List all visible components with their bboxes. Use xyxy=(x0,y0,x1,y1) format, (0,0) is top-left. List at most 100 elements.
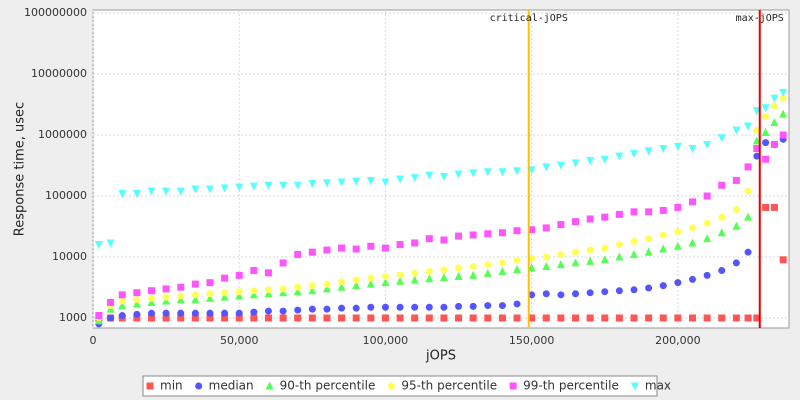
point xyxy=(220,292,229,301)
point xyxy=(352,304,360,312)
point xyxy=(645,284,653,292)
point xyxy=(703,140,712,149)
point xyxy=(761,127,770,136)
point xyxy=(293,287,302,296)
point xyxy=(396,175,405,184)
point xyxy=(338,244,346,252)
point xyxy=(644,147,653,156)
point xyxy=(337,282,346,291)
point xyxy=(770,94,779,103)
point xyxy=(367,274,375,282)
point xyxy=(717,134,726,143)
point xyxy=(703,192,711,200)
point xyxy=(133,289,141,297)
point xyxy=(718,181,726,189)
point xyxy=(659,282,667,290)
point xyxy=(732,314,740,322)
point xyxy=(338,304,346,312)
point xyxy=(528,314,536,322)
point xyxy=(615,152,624,161)
point xyxy=(162,285,170,293)
point xyxy=(601,244,609,252)
point xyxy=(717,228,726,237)
point xyxy=(221,274,229,282)
point xyxy=(396,303,404,311)
point xyxy=(762,203,770,211)
point xyxy=(352,245,360,253)
point xyxy=(162,293,170,301)
point xyxy=(235,309,243,317)
point xyxy=(221,309,229,317)
point xyxy=(615,314,623,322)
y-tick-label: 100000 xyxy=(45,189,87,202)
point xyxy=(601,213,609,221)
point xyxy=(586,314,594,322)
point xyxy=(381,178,390,187)
point xyxy=(366,279,375,288)
legend-label: 99-th percentile xyxy=(523,379,619,393)
point xyxy=(513,167,522,176)
point xyxy=(732,176,740,184)
point xyxy=(753,314,761,322)
point xyxy=(264,307,272,315)
point xyxy=(762,155,770,163)
point xyxy=(367,314,375,322)
point xyxy=(221,314,229,322)
point xyxy=(366,176,375,185)
point xyxy=(294,250,302,258)
point xyxy=(469,270,478,279)
point xyxy=(556,260,565,269)
point xyxy=(294,306,302,314)
point xyxy=(249,290,258,299)
point xyxy=(674,279,682,287)
point xyxy=(352,177,361,186)
point xyxy=(177,314,185,322)
point xyxy=(703,271,711,279)
point xyxy=(779,88,788,97)
point xyxy=(484,302,492,310)
legend-box xyxy=(142,375,658,397)
point xyxy=(586,289,594,297)
point xyxy=(118,297,126,305)
point xyxy=(455,314,463,322)
point xyxy=(440,314,448,322)
legend-marker xyxy=(509,382,517,390)
point xyxy=(753,145,761,153)
point xyxy=(688,275,696,283)
point xyxy=(425,303,433,311)
point xyxy=(439,172,448,181)
point xyxy=(571,258,580,267)
point xyxy=(264,286,272,294)
point xyxy=(191,314,199,322)
point xyxy=(469,231,477,239)
point xyxy=(425,235,433,243)
point xyxy=(513,227,521,235)
point xyxy=(425,274,434,283)
point xyxy=(411,239,419,247)
point xyxy=(147,297,156,306)
point xyxy=(411,269,419,277)
point xyxy=(753,152,761,160)
point xyxy=(659,314,667,322)
point xyxy=(469,314,477,322)
y-tick-label: 1000 xyxy=(59,311,87,324)
point xyxy=(703,219,711,227)
point xyxy=(308,248,316,256)
point xyxy=(308,282,316,290)
point xyxy=(440,236,448,244)
point xyxy=(688,198,696,206)
point xyxy=(644,247,653,256)
point xyxy=(352,314,360,322)
point xyxy=(205,185,214,194)
point xyxy=(162,187,171,196)
point xyxy=(249,182,258,191)
point xyxy=(673,241,682,250)
plot-area xyxy=(92,9,790,329)
point xyxy=(528,254,536,262)
point xyxy=(107,298,115,306)
point xyxy=(753,126,761,134)
point xyxy=(601,314,609,322)
point xyxy=(770,203,778,211)
point xyxy=(206,290,214,298)
